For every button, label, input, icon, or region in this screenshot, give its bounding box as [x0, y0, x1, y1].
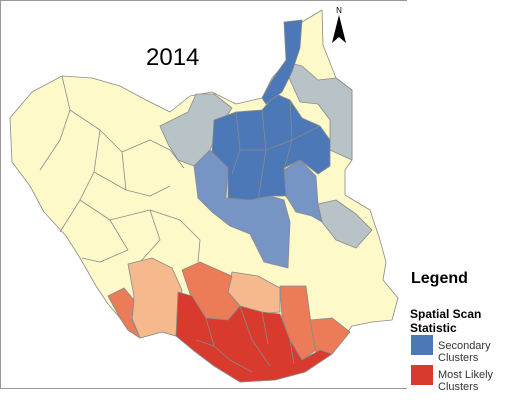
year-label: 2014: [146, 44, 200, 71]
district-greyblue-north: [285, 61, 353, 161]
legend-title: Legend: [411, 270, 468, 287]
legend-swatch-secondary: [411, 335, 433, 355]
district-lines-west: [39, 75, 201, 263]
north-label: N: [336, 6, 342, 15]
legend-swatch-most-likely: [411, 365, 433, 385]
district-secondary-light-east: [283, 159, 323, 223]
district-lines-blue: [231, 99, 321, 201]
district-lines-red: [195, 305, 295, 373]
north-arrow-shape: [332, 15, 346, 43]
district-orange-west: [107, 287, 141, 339]
legend-label-most-likely: Most Likely Clusters: [438, 369, 494, 393]
frame-left-border: [0, 0, 1, 389]
legend-label-secondary: Secondary Clusters: [438, 340, 491, 364]
district-greyblue-east: [317, 199, 373, 249]
frame-top-border: [0, 0, 407, 1]
legend-subtitle: Spatial Scan Statistic: [410, 307, 482, 335]
district-secondary-cluster-north: [261, 19, 303, 105]
district-orange-southeast: [309, 317, 351, 355]
frame-bottom-border: [0, 388, 407, 389]
north-arrow-icon: N: [332, 6, 346, 43]
